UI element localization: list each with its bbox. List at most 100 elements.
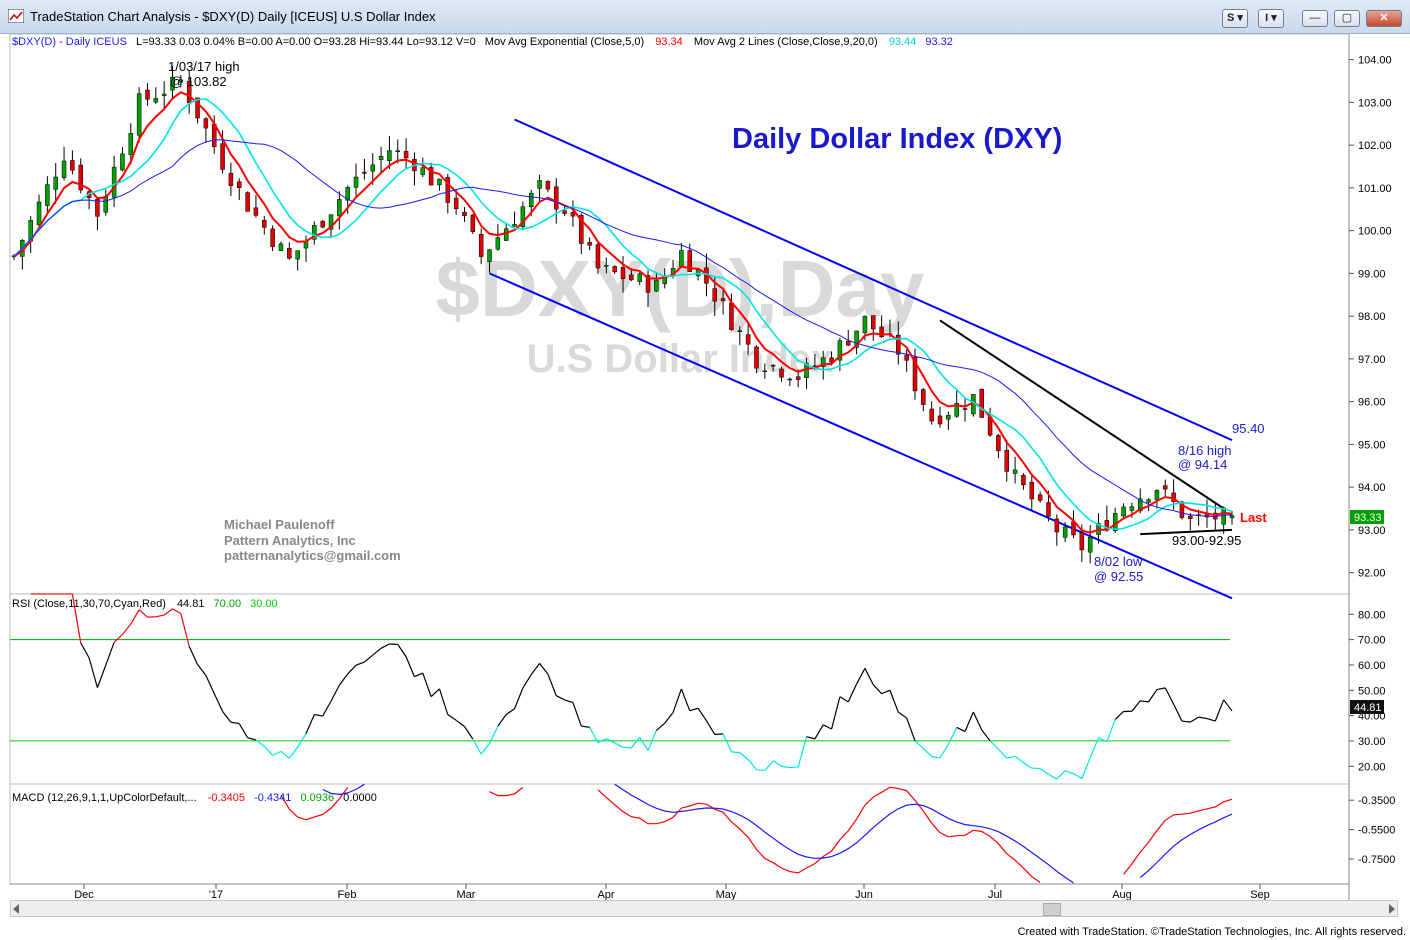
time-axis: Dec '17 Feb Mar Apr May Jun Jul Aug Sep: [10, 883, 1349, 901]
rsi-seg-13: [130, 609, 140, 625]
rsi-seg-141: [1198, 716, 1208, 720]
candle-body-60: [512, 224, 517, 227]
candle-body-110: [929, 408, 934, 422]
rsi-seg-72: [622, 746, 632, 749]
candle-body-100: [845, 340, 851, 346]
time-label-2: Feb: [338, 889, 357, 900]
candle-body-58: [495, 237, 501, 250]
macd-legend: MACD (12,26,9,1,1,UpColorDefault,... -0.…: [12, 792, 377, 804]
price-tick-label-8: 96.00: [1358, 397, 1386, 409]
rsi-seg-30: [272, 750, 282, 756]
candle-body-135: [1137, 498, 1143, 512]
ma-line-1: [13, 98, 1233, 531]
candle-body-18: [161, 93, 167, 96]
macd-tick-label-0: -0.3500: [1358, 795, 1395, 807]
rsi-seg-98: [839, 696, 849, 703]
candle-body-13: [120, 153, 125, 171]
rsi-seg-82: [705, 720, 716, 735]
candle-body-63: [537, 180, 542, 189]
candle-body-146: [1229, 515, 1235, 519]
rsi-seg-131: [1114, 711, 1124, 720]
rsi-seg-77: [664, 712, 674, 724]
candle-body-85: [720, 298, 726, 302]
rsi-seg-9: [96, 665, 107, 688]
rsi-seg-95: [814, 724, 824, 740]
candle-body-129: [1087, 536, 1093, 553]
chart-canvas[interactable]: $DXY(D),Day U.S Dollar Index $DXY(D) - D…: [0, 33, 1410, 901]
rsi-panel: [9, 593, 1350, 785]
symbol-link-s-button[interactable]: S ▾: [1222, 9, 1248, 28]
candle-body-31: [270, 228, 275, 247]
rsi-seg-88: [756, 768, 765, 772]
rsi-tick-label-2: 60.00: [1358, 660, 1386, 672]
rsi-seg-78: [672, 688, 682, 713]
rsi-seg-32: [288, 746, 299, 759]
rsi-seg-55: [480, 743, 490, 755]
price-tick-label-11: 93.00: [1358, 525, 1386, 537]
candle-body-72: [612, 266, 617, 273]
candle-body-74: [629, 274, 634, 281]
scroll-thumb[interactable]: [1043, 903, 1061, 916]
trendlines: [489, 118, 1233, 600]
rsi-seg-103: [881, 689, 891, 695]
chart-area[interactable]: $DXY(D),Day U.S Dollar Index $DXY(D) - D…: [0, 33, 1410, 901]
candle-body-108: [912, 356, 918, 392]
rsi-seg-128: [1089, 737, 1100, 759]
candle-body-84: [712, 288, 718, 302]
rsi-seg-92: [789, 766, 799, 769]
rsi-seg-115: [981, 729, 991, 742]
rsi-seg-31: [280, 750, 290, 759]
legend-symbol: $DXY(D) - Daily ICEUS: [12, 36, 127, 48]
rsi-seg-123: [1048, 773, 1058, 780]
rsi-seg-57: [497, 714, 507, 727]
candle-body-44: [378, 155, 384, 160]
rsi-seg-90: [772, 760, 782, 767]
price-axis: 104.00 103.00 102.00 101.00 100.00 99.00 98.00…: [1349, 55, 1392, 580]
macd-line: [280, 786, 1233, 883]
rsi-last-tag: [1350, 700, 1384, 714]
rsi-seg-41: [363, 654, 374, 663]
candle-body-98: [829, 357, 834, 363]
candle-body-122: [1029, 481, 1035, 500]
candle-body-57: [487, 249, 492, 262]
macd-panel: [9, 783, 1350, 885]
candle-body-23: [203, 118, 209, 129]
rsi-seg-54: [472, 738, 482, 755]
time-label-8: Aug: [1112, 889, 1132, 900]
rsi-seg-73: [630, 736, 641, 749]
candle-body-12: [111, 166, 117, 198]
candle-body-73: [620, 267, 626, 280]
candle-body-17: [153, 98, 159, 103]
candle-body-7: [70, 160, 75, 171]
rsi-seg-138: [1173, 703, 1183, 722]
rsi-seg-94: [806, 736, 816, 740]
candle-body-5: [53, 176, 58, 190]
scroll-left-icon[interactable]: [13, 904, 19, 914]
close-button[interactable]: ✕: [1366, 10, 1402, 27]
rsi-seg-74: [639, 736, 649, 751]
candle-body-106: [896, 334, 901, 355]
scroll-right-icon[interactable]: [1389, 904, 1395, 914]
rsi-seg-53: [463, 726, 474, 740]
candle-body-45: [387, 150, 392, 162]
rsi-seg-120: [1023, 762, 1033, 769]
horizontal-scrollbar[interactable]: [10, 900, 1398, 917]
rsi-seg-22: [205, 675, 215, 694]
minimize-button[interactable]: —: [1302, 10, 1328, 27]
indicator-i-button[interactable]: I ▾: [1258, 9, 1284, 28]
price-tick-label-0: 104.00: [1358, 55, 1392, 67]
rsi-seg-112: [956, 726, 966, 732]
candle-body-92: [779, 368, 784, 378]
rsi-seg-127: [1081, 757, 1091, 779]
rsi-seg-19: [180, 613, 190, 647]
legend-ma2-value2: 93.32: [925, 36, 953, 48]
candle-body-6: [61, 160, 67, 178]
author-email: patternanalytics@gmail.com: [224, 548, 401, 563]
maximize-button[interactable]: ▢: [1334, 10, 1360, 27]
window-title: TradeStation Chart Analysis - $DXY(D) Da…: [30, 9, 436, 24]
rsi-seg-37: [330, 684, 340, 702]
ma-line-2: [13, 139, 1233, 518]
time-label-6: Jun: [855, 889, 873, 900]
candle-body-86: [729, 302, 734, 330]
rsi-seg-36: [322, 700, 332, 717]
